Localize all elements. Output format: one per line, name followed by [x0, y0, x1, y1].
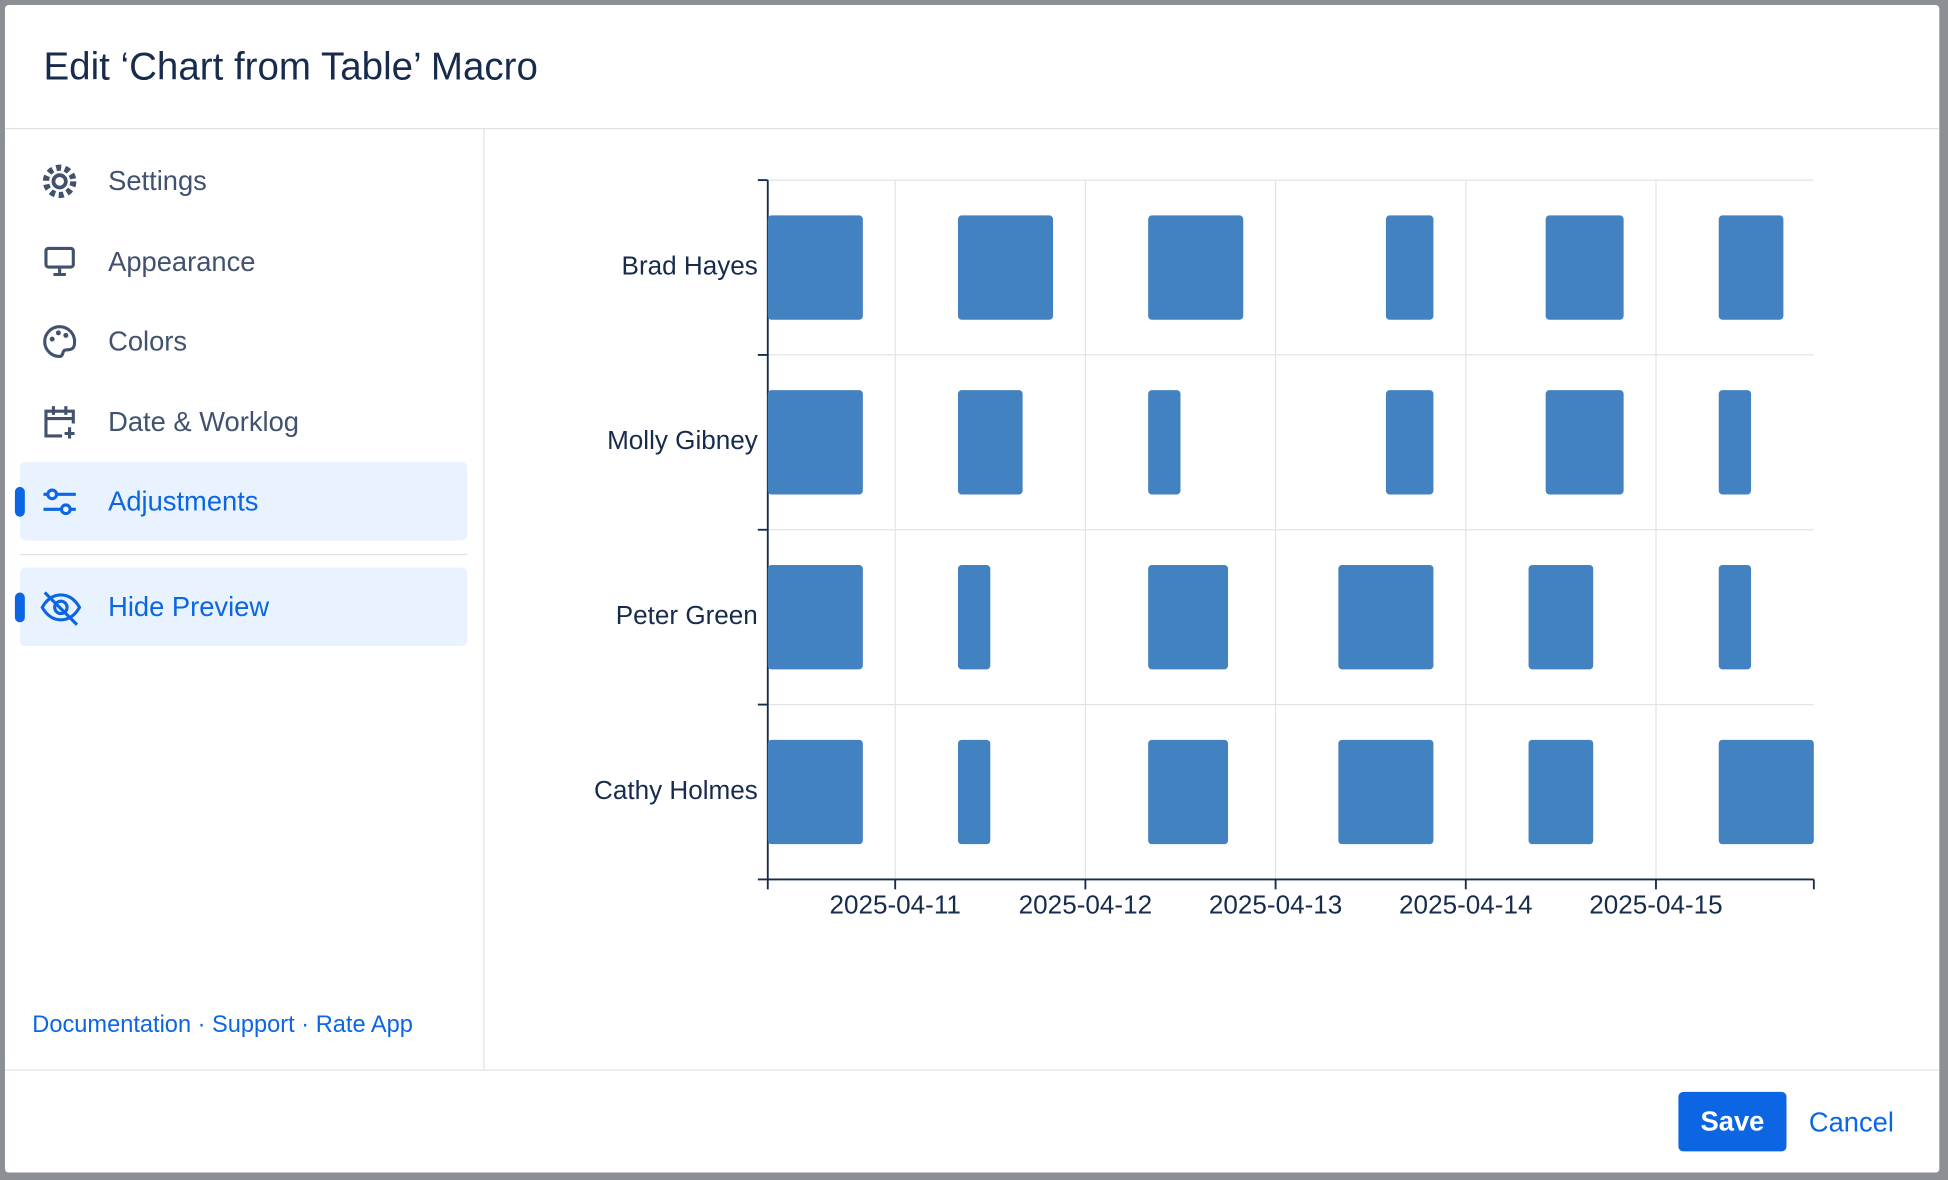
nav-item[interactable]: Adjustments: [14, 462, 468, 541]
bar: [957, 565, 991, 670]
link[interactable]: Documentation: [32, 1012, 192, 1039]
x-tick-label: 2025-04-12: [1019, 890, 1152, 920]
y-tick-label: Molly Gibney: [607, 425, 758, 455]
footer-links: Documentation · Support · Rate App: [32, 1012, 413, 1039]
bar: [767, 390, 863, 495]
bar: [1148, 565, 1229, 670]
x-tick-label: 2025-04-15: [1589, 890, 1722, 920]
icon: [44, 406, 75, 439]
dialog-title: Edit ‘Chart from Table’ Macro: [43, 44, 538, 89]
link[interactable]: Support: [212, 1012, 295, 1039]
bar: [1148, 215, 1244, 320]
nav-label: Colors: [108, 325, 188, 357]
nav-label: Hide Preview: [108, 591, 270, 623]
y-tick-label: Brad Hayes: [622, 250, 758, 280]
bar: [1718, 565, 1752, 670]
icon: [44, 246, 75, 277]
preview-toggle[interactable]: Hide Preview: [14, 567, 468, 646]
bar: [1545, 390, 1624, 495]
bar: [957, 739, 991, 845]
nav-item[interactable]: Settings: [20, 142, 467, 220]
cancel-button[interactable]: Cancel: [1808, 1106, 1894, 1138]
bar: [1385, 215, 1434, 320]
x-tick-label: 2025-04-13: [1209, 890, 1342, 920]
y-tick-label: Peter Green: [616, 600, 758, 630]
nav-label: Date & Worklog: [108, 406, 299, 438]
bar: [957, 215, 1054, 320]
x-tick-label: 2025-04-14: [1399, 890, 1532, 920]
x-tick-label: 2025-04-11: [829, 890, 960, 920]
divider: [4, 127, 1940, 130]
link[interactable]: Rate App: [315, 1012, 413, 1039]
icon: [43, 325, 77, 359]
bar: [1528, 565, 1594, 670]
bar: [1338, 739, 1434, 845]
icon: [43, 488, 76, 516]
nav-label: Adjustments: [108, 485, 259, 517]
nav-item[interactable]: Date & Worklog: [20, 383, 467, 461]
bar: [1338, 565, 1434, 670]
y-tick-label: Cathy Holmes: [594, 775, 758, 805]
bar: [767, 215, 863, 320]
bar: [1718, 739, 1814, 845]
bar: [957, 390, 1023, 495]
bar: [767, 739, 863, 845]
save-button[interactable]: Save: [1678, 1091, 1787, 1152]
bar: [1148, 390, 1181, 495]
bar: [1528, 739, 1594, 845]
bar: [1718, 390, 1752, 495]
nav-item[interactable]: Colors: [20, 302, 467, 380]
bar: [1545, 215, 1624, 320]
divider: [483, 129, 485, 1070]
divider: [19, 553, 468, 556]
icon: [40, 591, 82, 626]
nav-label: Appearance: [108, 245, 256, 277]
nav-item[interactable]: Appearance: [20, 222, 467, 300]
bar: [1148, 739, 1229, 845]
nav-label: Settings: [108, 165, 207, 197]
bar: [767, 565, 863, 670]
divider: [4, 1069, 1940, 1071]
bar: [1385, 390, 1434, 495]
bar: [1718, 215, 1784, 320]
icon: [42, 164, 77, 199]
